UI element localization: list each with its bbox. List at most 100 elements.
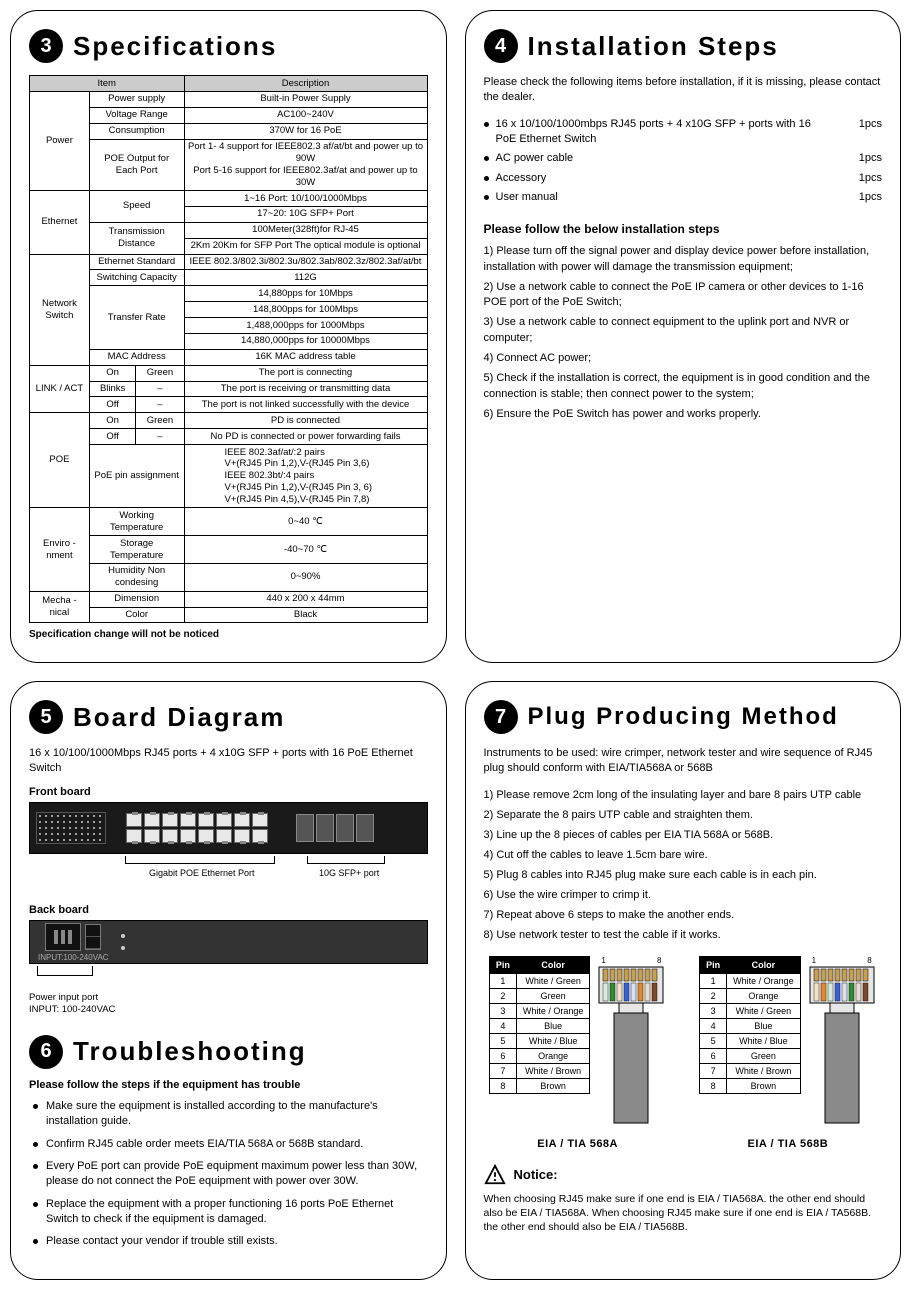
spec-cell: Humidity Non condesing (89, 563, 184, 591)
spec-cell: On (89, 413, 136, 429)
sfp-port-icon (336, 814, 354, 842)
spec-cell: 0~40 ℃ (184, 508, 427, 536)
wire-row: 8Brown (700, 1078, 801, 1093)
plug-step: 1) Please remove 2cm long of the insulat… (484, 788, 883, 804)
wire-row: 2Orange (700, 988, 801, 1003)
wire-th-color: Color (516, 956, 590, 973)
wire-row: 2Green (489, 988, 590, 1003)
spec-cell: 17~20: 10G SFP+ Port (184, 206, 427, 222)
rj45-port-icon (216, 813, 232, 827)
screw-dot-icon (121, 946, 125, 950)
install-steps-list: 1) Please turn off the signal power and … (484, 244, 883, 423)
wire-standards-panel: Pin Color 1White / Green2Green3White / O… (484, 956, 883, 1150)
install-step: 3) Use a network cable to connect equipm… (484, 315, 883, 347)
standard-a-label: EIA / TIA 568A (537, 1138, 618, 1150)
spec-cell: 112G (184, 270, 427, 286)
section-number-circle: 5 (29, 700, 63, 734)
trouble-item: Make sure the equipment is installed acc… (29, 1099, 428, 1130)
plug-step: 3) Line up the 8 pieces of cables per EI… (484, 828, 883, 844)
spec-cell: Switching Capacity (89, 270, 184, 286)
install-step: 2) Use a network cable to connect the Po… (484, 280, 883, 312)
rj45-port-icon (234, 813, 250, 827)
spec-th-item: Item (30, 76, 185, 92)
spec-cell: Dimension (89, 591, 184, 607)
rj45-port-icon (252, 813, 268, 827)
spec-cell: 440 x 200 x 44mm (184, 591, 427, 607)
spec-cell: The port is receiving or transmitting da… (184, 381, 427, 397)
panel-title-row: 7 Plug Producing Method (484, 700, 883, 734)
rj45-ports-block (126, 813, 268, 843)
spec-cell: PoE pin assignment (89, 445, 184, 508)
rj45-port-icon (126, 829, 142, 843)
wire-row: 3White / Orange (489, 1003, 590, 1018)
panel-board-trouble: 5 Board Diagram 16 x 10/100/1000Mbps RJ4… (10, 681, 447, 1280)
checklist-item: 16 x 10/100/1000mbps RJ45 ports + 4 x10G… (484, 117, 883, 148)
gb-port-label: Gigabit POE Ethernet Port (149, 868, 255, 878)
install-checklist: 16 x 10/100/1000mbps RJ45 ports + 4 x10G… (484, 117, 883, 206)
rj45-port-icon (144, 813, 160, 827)
spec-cell: 16K MAC address table (184, 349, 427, 365)
section-heading: Plug Producing Method (528, 703, 839, 731)
front-port-labels: Gigabit POE Ethernet Port 10G SFP+ port (29, 854, 428, 894)
panel-plug-method: 7 Plug Producing Method Instruments to b… (465, 681, 902, 1280)
standard-b-label: EIA / TIA 568B (747, 1138, 828, 1150)
spec-cell: Consumption (89, 123, 184, 139)
install-steps-heading: Please follow the below installation ste… (484, 222, 883, 236)
spec-cell: 1~16 Port: 10/100/1000Mbps (184, 191, 427, 207)
trouble-item: Please contact your vendor if trouble st… (29, 1234, 428, 1249)
plug-step: 5) Plug 8 cables into RJ45 plug make sur… (484, 868, 883, 884)
wire-row: 6Green (700, 1048, 801, 1063)
led-panel-icon (36, 812, 106, 844)
notice-body: When choosing RJ45 make sure if one end … (484, 1192, 883, 1235)
section-number-circle: 6 (29, 1035, 63, 1069)
spec-cell: 14,880,000pps for 10000Mbps (184, 333, 427, 349)
board-description: 16 x 10/100/1000Mbps RJ45 ports + 4 x10G… (29, 746, 428, 776)
wire-row: 5White / Blue (489, 1033, 590, 1048)
sfp-ports-block (296, 814, 374, 842)
spec-change-note: Specification change will not be noticed (29, 629, 428, 640)
rj45-plug-b-icon: 18 (807, 956, 877, 1130)
install-step: 1) Please turn off the signal power and … (484, 244, 883, 276)
spec-cell: Port 1- 4 support for IEEE802.3 af/at/bt… (184, 139, 427, 191)
spec-cell: Power supply (89, 91, 184, 107)
wire-th-pin: Pin (700, 956, 727, 973)
spec-cell: Voltage Range (89, 107, 184, 123)
spec-cell: – (136, 397, 184, 413)
plug-steps-list: 1) Please remove 2cm long of the insulat… (484, 788, 883, 944)
front-board-label: Front board (29, 786, 428, 798)
spec-cell: Green (136, 413, 184, 429)
back-board-label: Back board (29, 904, 428, 916)
page-grid: 3 Specifications Item Description Power … (10, 10, 901, 1280)
plug-intro: Instruments to be used: wire crimper, ne… (484, 746, 883, 776)
spec-cell: – (136, 381, 184, 397)
install-step: 4) Connect AC power; (484, 351, 883, 367)
wire-row: 1White / Orange (700, 973, 801, 988)
plug-step: 7) Repeat above 6 steps to make the anot… (484, 908, 883, 924)
spec-cell: MAC Address (89, 349, 184, 365)
panel-title-row: 3 Specifications (29, 29, 428, 63)
sfp-port-icon (356, 814, 374, 842)
screw-dot-icon (121, 934, 125, 938)
panel-title-row: 5 Board Diagram (29, 700, 428, 734)
wire-row: 3White / Green (700, 1003, 801, 1018)
spec-cell: 370W for 16 PoE (184, 123, 427, 139)
spec-table: Item Description Power Power supply Buil… (29, 75, 428, 623)
spec-group-env: Enviro -nment (30, 508, 90, 591)
sfp-port-icon (296, 814, 314, 842)
spec-group-mech: Mecha -nical (30, 591, 90, 623)
spec-group-link: LINK / ACT (30, 365, 90, 413)
spec-cell: AC100~240V (184, 107, 427, 123)
panel-specifications: 3 Specifications Item Description Power … (10, 10, 447, 663)
spec-cell: – (136, 429, 184, 445)
wire-row: 7White / Brown (489, 1063, 590, 1078)
spec-cell: IEEE 802.3/802.3i/802.3u/802.3ab/802.3z/… (184, 254, 427, 270)
wire-row: 1White / Green (489, 973, 590, 988)
spec-cell: 100Meter(328ft)for RJ-45 (184, 222, 427, 238)
spec-cell: PD is connected (184, 413, 427, 429)
rj45-port-icon (144, 829, 160, 843)
spec-cell: 14,880pps for 10Mbps (184, 286, 427, 302)
rj45-port-icon (216, 829, 232, 843)
wire-row: 4Blue (700, 1018, 801, 1033)
spec-cell: Storage Temperature (89, 536, 184, 564)
wire-row: 4Blue (489, 1018, 590, 1033)
